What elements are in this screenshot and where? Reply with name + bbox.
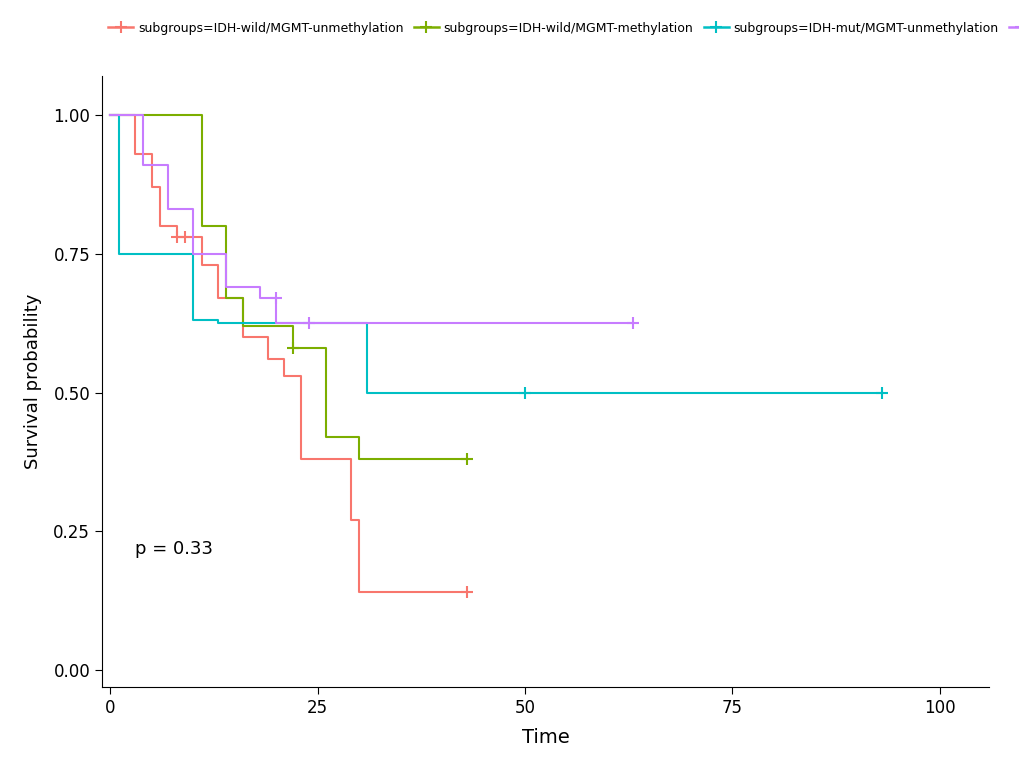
X-axis label: Time: Time [522, 728, 569, 747]
Text: p = 0.33: p = 0.33 [136, 539, 213, 558]
Y-axis label: Survival probability: Survival probability [24, 294, 42, 469]
Legend: subgroups=IDH-wild/MGMT-unmethylation, subgroups=IDH-wild/MGMT-methylation, subg: subgroups=IDH-wild/MGMT-unmethylation, s… [108, 21, 1019, 34]
